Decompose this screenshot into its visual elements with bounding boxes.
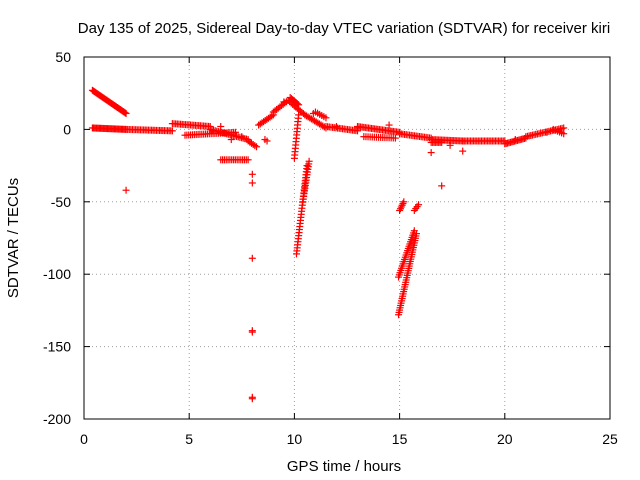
x-axis-label: GPS time / hours	[287, 458, 401, 475]
data-point	[227, 136, 235, 144]
data-point	[354, 124, 362, 132]
data-point	[217, 123, 225, 131]
data-point	[122, 109, 130, 117]
data-point	[391, 134, 399, 142]
x-tick-label: 15	[392, 431, 408, 447]
data-points	[88, 86, 568, 403]
data-point	[415, 201, 423, 209]
data-point	[248, 393, 256, 401]
data-point	[446, 141, 454, 149]
y-tick-label: 50	[55, 49, 71, 65]
y-tick-label: 0	[63, 121, 71, 137]
data-point	[511, 136, 519, 144]
chart-title: Day 135 of 2025, Sidereal Day-to-day VTE…	[78, 20, 610, 37]
x-tick-label: 20	[497, 431, 513, 447]
data-point	[248, 179, 256, 187]
x-tick-label: 5	[185, 431, 193, 447]
x-tick-label: 0	[80, 431, 88, 447]
data-point	[253, 143, 261, 151]
data-point	[385, 121, 393, 129]
data-point	[248, 328, 256, 336]
data-point	[244, 156, 252, 164]
data-point	[438, 182, 446, 190]
data-point	[438, 138, 446, 146]
data-point	[322, 114, 330, 122]
data-point	[280, 98, 288, 106]
data-point	[295, 101, 303, 109]
data-point	[400, 198, 408, 206]
data-point	[427, 149, 435, 157]
y-tick-label: -50	[51, 194, 71, 210]
data-point	[122, 186, 130, 194]
data-point	[251, 142, 259, 150]
data-point	[309, 109, 317, 117]
data-point	[238, 133, 246, 141]
data-point	[121, 109, 129, 117]
data-point	[268, 112, 276, 120]
y-tick-label: -150	[43, 339, 71, 355]
data-point	[305, 157, 313, 165]
x-tick-label: 10	[287, 431, 303, 447]
data-point	[261, 136, 269, 144]
y-axis-label: SDTVAR / TECUs	[5, 178, 22, 298]
y-tick-label: -200	[43, 411, 71, 427]
data-point	[168, 127, 176, 135]
x-tick-label: 25	[602, 431, 618, 447]
data-point	[410, 227, 418, 235]
y-tick-label: -100	[43, 266, 71, 282]
data-point	[543, 128, 551, 136]
data-point	[459, 147, 467, 155]
axis-ticks: 0 5 10 15 20 25 50 0 -50 -100 -150 -200	[43, 49, 618, 447]
data-point	[248, 170, 256, 178]
data-point	[248, 254, 256, 262]
data-point	[560, 130, 568, 138]
data-point	[303, 162, 311, 170]
data-point	[332, 123, 340, 131]
data-point	[293, 100, 301, 108]
grid-lines	[84, 57, 610, 419]
plot-frame	[83, 56, 611, 420]
data-point	[295, 111, 303, 119]
